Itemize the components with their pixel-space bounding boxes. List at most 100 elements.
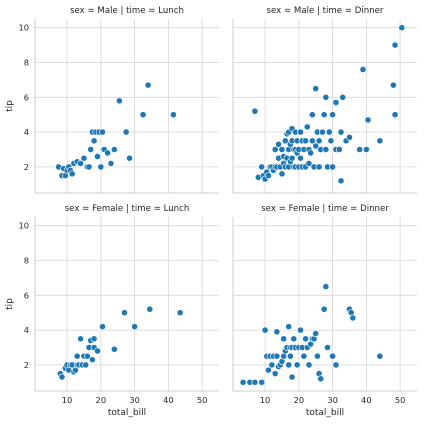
scatter-point: [275, 140, 282, 148]
scatter-point: [278, 170, 286, 178]
scatter-point: [99, 323, 106, 331]
scatter-point: [391, 111, 399, 119]
facet-panel: sex = Female | time = Lunch 2 4 6 8 10 tip 10 20…: [5, 204, 219, 418]
scatter-point: [364, 116, 372, 124]
scatter-point: [251, 378, 259, 386]
scatter-point: [315, 137, 323, 145]
scatter-point: [258, 378, 266, 386]
scatter-point: [290, 335, 298, 343]
scatter-point: [285, 361, 293, 369]
scatter-point: [329, 352, 336, 360]
scatter-point: [389, 81, 397, 89]
facet-panel: sex = Male | time = Dinner: [232, 6, 417, 194]
scatter-point: [349, 314, 357, 322]
scatter-point: [329, 163, 336, 171]
y-tick-label: 2: [24, 360, 29, 370]
scatter-point: [146, 305, 154, 313]
x-tick-label: 40: [163, 395, 174, 405]
scatter-point: [80, 154, 88, 162]
scatter-point: [303, 123, 311, 131]
scatter-point: [322, 93, 330, 101]
scatter-point: [90, 335, 98, 343]
scatter-point: [337, 177, 345, 185]
scatter-point: [265, 172, 272, 179]
scatter-point: [362, 146, 370, 153]
scatter-point: [329, 111, 336, 119]
scatter-point: [391, 41, 399, 49]
y-axis-label: tip: [5, 298, 15, 310]
scatter-point: [239, 378, 247, 386]
scatter-point: [325, 128, 333, 136]
scatter-point: [315, 163, 323, 171]
scatter-point: [297, 154, 304, 162]
y-tick-label: 6: [24, 290, 29, 300]
scatter-point: [273, 328, 281, 336]
scatter-point: [319, 128, 326, 136]
x-tick-label: 20: [294, 395, 305, 405]
scatter-point: [281, 137, 289, 145]
facet-title: sex = Female | time = Lunch: [65, 204, 190, 214]
y-tick-label: 10: [18, 23, 29, 33]
scatter-point: [297, 326, 304, 334]
scatter-point: [280, 335, 288, 343]
y-tick-label: 4: [24, 127, 29, 137]
facet-panel: sex = Female | time = Dinner 10 20 30 40 50 to…: [232, 204, 417, 418]
scatter-point: [77, 335, 84, 343]
x-axis-label: total_bill: [108, 408, 146, 418]
scatter-point: [88, 356, 96, 364]
scatter-point: [126, 154, 133, 162]
scatter-point: [327, 137, 335, 145]
scatter-point: [251, 107, 259, 115]
scatter-point: [337, 128, 345, 136]
scatter-point: [116, 97, 123, 105]
scatter-point: [261, 326, 269, 334]
scatter-point: [83, 352, 91, 360]
scatter-point: [77, 160, 84, 167]
scatter-point: [271, 146, 279, 153]
scatter-point: [73, 352, 81, 360]
scatter-point: [308, 111, 316, 119]
x-tick-label: 30: [129, 395, 140, 405]
scatter-point: [305, 361, 313, 369]
scatter-point: [265, 366, 272, 374]
scatter-point: [99, 128, 106, 136]
facet-title: sex = Female | time = Dinner: [261, 204, 389, 214]
x-tick-label: 40: [361, 395, 372, 405]
y-tick-label: 6: [24, 92, 29, 102]
facet-title: sex = Male | time = Dinner: [267, 6, 384, 16]
scatter-point: [268, 361, 276, 369]
scatter-point: [312, 142, 320, 150]
scatter-point: [314, 352, 321, 360]
x-tick-label: 10: [260, 395, 271, 405]
scatter-point: [332, 361, 340, 369]
scatter-point: [82, 361, 90, 369]
scatter-point: [170, 111, 177, 119]
scatter-point: [286, 352, 294, 360]
scatter-point: [107, 160, 115, 167]
scatter-point: [305, 160, 313, 167]
scatter-point: [273, 352, 281, 360]
scatter-point: [131, 323, 138, 331]
scatter-point: [317, 375, 325, 383]
scatter-point: [90, 137, 98, 145]
scatter-point: [307, 149, 315, 157]
y-tick-label: 8: [24, 58, 29, 68]
x-tick-label: 30: [327, 395, 338, 405]
scatter-point: [94, 153, 101, 160]
x-tick-label: 10: [62, 395, 73, 405]
scatter-point: [288, 373, 296, 381]
scatter-point: [285, 323, 293, 331]
scatter-point: [68, 170, 76, 178]
y-axis-label: tip: [5, 100, 15, 112]
scatter-point: [312, 330, 320, 337]
scatter-point: [85, 163, 93, 171]
scatter-point: [278, 146, 286, 153]
facet-title: sex = Male | time = Lunch: [70, 6, 184, 16]
scatter-point: [110, 345, 118, 353]
scatter-point: [104, 149, 111, 157]
scatter-point: [320, 111, 328, 119]
y-tick-label: 4: [24, 325, 29, 335]
scatter-point: [376, 352, 384, 360]
scatter-point: [293, 361, 301, 369]
